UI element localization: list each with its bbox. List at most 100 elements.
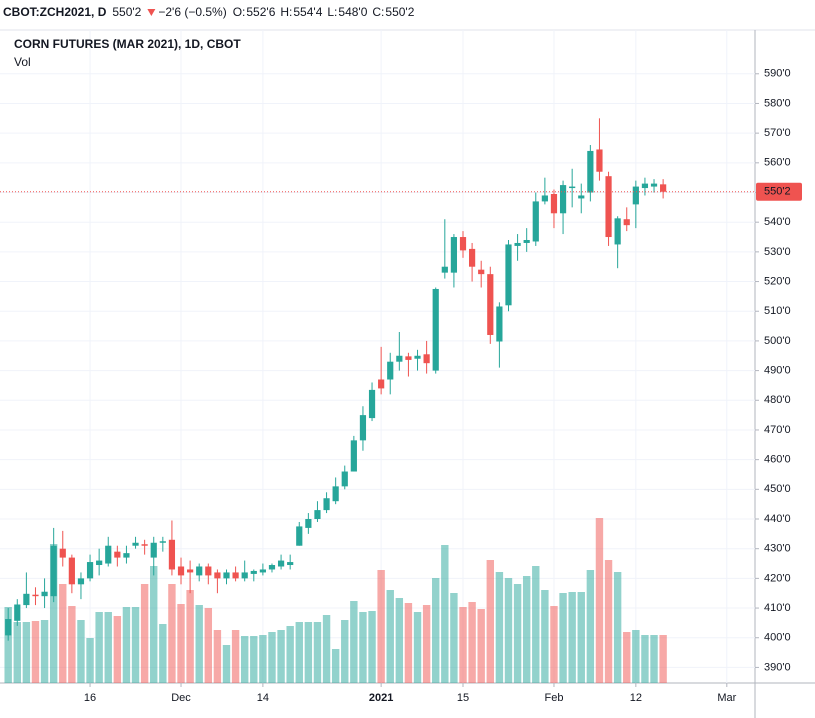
volume-bar xyxy=(550,606,558,683)
volume-bar xyxy=(404,603,413,683)
candle-body xyxy=(259,569,266,573)
candle-body xyxy=(159,541,166,543)
y-tick-label: 520'0 xyxy=(764,275,791,287)
volume-bar xyxy=(4,607,12,683)
volume-bar xyxy=(586,570,595,683)
volume-bar xyxy=(150,566,158,683)
volume-bar xyxy=(313,622,322,683)
candle-body xyxy=(305,519,312,528)
last-price: 550'2 xyxy=(112,5,141,19)
candle-body xyxy=(496,306,503,342)
volume-bar xyxy=(168,584,176,683)
candle-body xyxy=(414,355,421,359)
volume-bar xyxy=(559,593,567,683)
candle-body xyxy=(187,569,194,573)
volume-bar xyxy=(77,620,85,683)
candle-body xyxy=(177,566,185,576)
candle-body xyxy=(596,149,603,172)
x-tick-label: Dec xyxy=(171,692,191,704)
x-tick-label: 15 xyxy=(457,692,469,704)
candle-body xyxy=(550,193,558,214)
volume-bar xyxy=(650,635,658,683)
last-price-label: 550'2 xyxy=(764,186,791,198)
candle-body xyxy=(387,361,394,380)
volume-bar xyxy=(504,578,513,683)
volume-bar xyxy=(613,572,622,683)
candle-body xyxy=(423,354,430,364)
volume-bar xyxy=(322,615,331,683)
candles xyxy=(5,118,667,641)
volume-bar xyxy=(222,645,231,683)
volume-bar xyxy=(104,612,112,683)
candle-body xyxy=(650,183,658,187)
candle-body xyxy=(77,578,85,585)
candle-body xyxy=(341,471,348,487)
candle-body xyxy=(323,498,330,511)
volume-bar xyxy=(231,630,240,683)
volume-bar xyxy=(541,590,549,683)
volume-bar xyxy=(131,607,140,683)
volume-bar xyxy=(40,620,49,683)
candle-body xyxy=(587,150,594,193)
candle-body xyxy=(359,415,367,441)
volume-bar xyxy=(304,622,313,683)
chart-title: CORN FUTURES (MAR 2021), 1D, CBOT xyxy=(14,37,241,51)
candle-body xyxy=(277,560,285,567)
volume-bar xyxy=(240,636,249,683)
ohlc-label: C: xyxy=(372,5,384,19)
candle-body xyxy=(196,566,203,576)
candle-body xyxy=(50,545,57,597)
ohlc-value: 552'6 xyxy=(246,5,275,19)
y-tick-label: 390'0 xyxy=(764,661,791,673)
y-tick-label: 460'0 xyxy=(764,454,791,466)
volume-bar xyxy=(159,624,167,683)
candle-body xyxy=(14,604,21,621)
volume-bar xyxy=(177,604,185,683)
volume-bar xyxy=(450,593,458,683)
volume-bar xyxy=(577,592,585,683)
candle-body xyxy=(450,237,458,273)
candle-body xyxy=(368,389,376,419)
candle-body xyxy=(241,572,248,579)
axes: 390'0 400'0 410'0 420'0 430'0 440'0 450'0 460'0… xyxy=(0,68,802,704)
volume-bar xyxy=(140,584,149,683)
candle-body xyxy=(605,176,612,238)
volume-bar xyxy=(259,635,267,683)
down-arrow-icon xyxy=(147,9,156,16)
candle-body xyxy=(41,591,48,597)
y-tick-label: 450'0 xyxy=(764,483,791,495)
ohlc-value: 554'4 xyxy=(293,5,322,19)
x-tick-label: 12 xyxy=(630,692,642,704)
y-tick-label: 560'0 xyxy=(764,157,791,169)
x-tick-label: 2021 xyxy=(369,692,393,704)
volume-bar xyxy=(422,605,431,683)
candle-body xyxy=(168,539,176,570)
candle-body xyxy=(569,186,576,189)
candle-body xyxy=(541,195,548,202)
volume-bar xyxy=(623,632,631,683)
y-tick-label: 470'0 xyxy=(764,424,791,436)
candle-body xyxy=(623,219,630,226)
ohlc-label: O: xyxy=(233,5,246,19)
last-price-tag xyxy=(756,182,802,201)
x-tick-label: Mar xyxy=(717,692,736,704)
header: CBOT:ZCH2021, D 550'2 −2'6 (−0.5%) O: 552'6 H… xyxy=(3,5,415,19)
candle-body xyxy=(23,593,30,606)
candle-body xyxy=(396,355,403,362)
y-tick-label: 480'0 xyxy=(764,394,791,406)
volume-bar xyxy=(86,638,94,683)
candle-body xyxy=(250,570,257,574)
candle-body xyxy=(532,201,539,242)
ohlc-value: 548'0 xyxy=(338,5,367,19)
candle-body xyxy=(350,440,357,472)
volume-bar xyxy=(68,606,76,683)
candle-body xyxy=(86,562,94,579)
y-tick-label: 410'0 xyxy=(764,602,791,614)
y-tick-label: 510'0 xyxy=(764,305,791,317)
volume-bar xyxy=(632,630,640,683)
candle-body xyxy=(432,288,439,371)
ohlc-label: L: xyxy=(327,5,337,19)
volume-bar xyxy=(286,626,294,683)
candle-body xyxy=(114,551,121,558)
candle-body xyxy=(314,510,321,520)
